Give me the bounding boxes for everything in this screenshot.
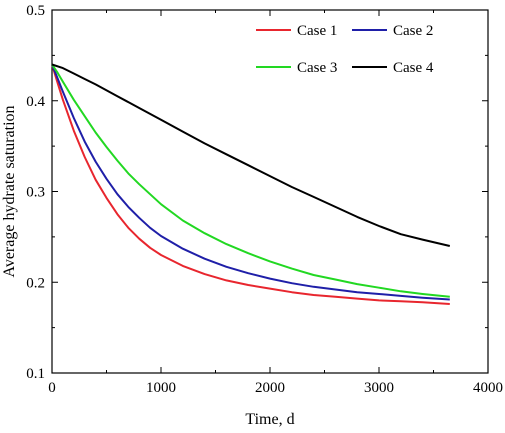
- x-tick-label: 2000: [255, 380, 285, 396]
- y-tick-label: 0.4: [26, 94, 45, 110]
- series-layer: [51, 63, 451, 305]
- y-axis-title: Average hydrate saturation: [1, 105, 18, 277]
- x-tick-label: 3000: [364, 380, 394, 396]
- series-line-case-1: [51, 64, 450, 305]
- y-tick-label: 0.3: [26, 185, 45, 201]
- x-tick-label: 0: [48, 380, 56, 396]
- x-axis-title: Time, d: [245, 411, 294, 428]
- y-tick-label: 0.2: [26, 275, 45, 291]
- y-tick-label: 0.1: [26, 366, 45, 382]
- legend-label: Case 1: [297, 23, 337, 39]
- legend-label: Case 4: [393, 60, 434, 76]
- legend: Case 1 Case 2 Case 3 Case 4: [256, 23, 434, 76]
- y-tick-label: 0.5: [26, 3, 45, 19]
- legend-label: Case 2: [393, 23, 433, 39]
- series-line-case-3: [51, 63, 450, 298]
- legend-item: Case 1: [256, 23, 337, 39]
- x-tick-label: 1000: [146, 380, 176, 396]
- legend-item: Case 3: [256, 60, 337, 76]
- legend-item: Case 2: [352, 23, 433, 39]
- series-line-case-2: [51, 64, 450, 301]
- x-tick-label: 4000: [473, 380, 503, 396]
- legend-label: Case 3: [297, 60, 337, 76]
- series-line-case-4: [51, 63, 451, 247]
- legend-item: Case 4: [352, 60, 434, 76]
- axis-ticks: 0 1000 2000 3000 4000 0.1 0.2 0.3 0.4 0.5: [26, 3, 503, 396]
